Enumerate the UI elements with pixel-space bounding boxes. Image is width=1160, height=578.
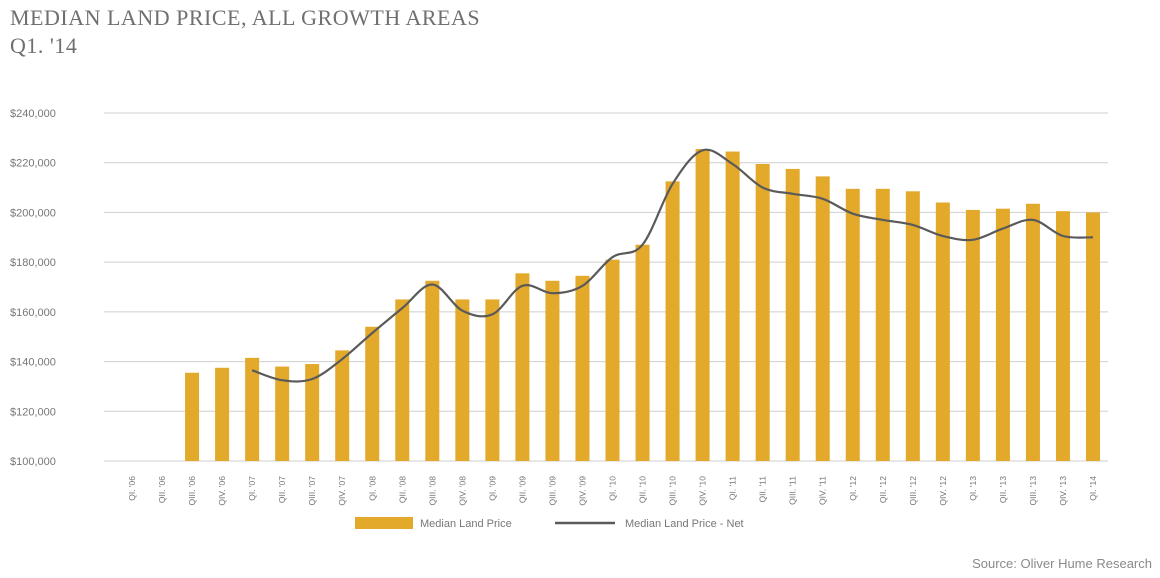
legend-swatch-bar xyxy=(355,517,413,529)
bar xyxy=(305,364,320,461)
x-tick-label: QI. '06 xyxy=(127,476,137,501)
x-tick-label: QIII. '08 xyxy=(427,476,437,506)
x-tick-label: QII. '10 xyxy=(638,476,648,503)
bar xyxy=(605,259,620,461)
bar xyxy=(545,280,560,461)
chart-subtitle: Q1. '14 xyxy=(10,33,78,58)
x-tick-label: QIII. '12 xyxy=(908,476,918,506)
bar xyxy=(515,273,530,461)
x-tick-label: QI. '14 xyxy=(1088,476,1098,501)
bar xyxy=(785,168,800,461)
bar xyxy=(395,299,410,461)
x-tick-label: QIII. '07 xyxy=(307,476,317,506)
bar xyxy=(935,202,950,461)
bar xyxy=(335,350,350,461)
x-tick-label: QII. '06 xyxy=(157,476,167,503)
x-tick-label: QI. '07 xyxy=(247,476,257,501)
y-tick-label: $160,000 xyxy=(10,307,56,319)
bar xyxy=(755,163,770,461)
bar xyxy=(995,208,1010,461)
legend-label-line: Median Land Price - Net xyxy=(625,518,744,530)
y-tick-label: $220,000 xyxy=(10,158,56,170)
bar xyxy=(815,176,830,461)
x-tick-label: QI. '09 xyxy=(487,476,497,501)
y-tick-label: $240,000 xyxy=(10,108,56,120)
x-tick-label: QI. '10 xyxy=(608,476,618,501)
bar xyxy=(845,188,860,462)
bar xyxy=(875,188,890,462)
bar xyxy=(185,372,200,461)
bar xyxy=(665,181,680,461)
bar xyxy=(365,326,380,461)
y-tick-label: $120,000 xyxy=(10,406,56,418)
x-tick-label: QIV. '10 xyxy=(698,476,708,506)
bar xyxy=(695,149,710,462)
bar xyxy=(215,367,230,461)
x-tick-label: QIV. '08 xyxy=(457,476,467,506)
y-tick-label: $140,000 xyxy=(10,357,56,369)
chart-title-block: MEDIAN LAND PRICE, ALL GROWTH AREAS Q1. … xyxy=(10,4,480,60)
x-tick-label: QI. '12 xyxy=(848,476,858,501)
series-line-net xyxy=(251,148,1094,383)
bar xyxy=(905,191,920,462)
x-tick-label: QIII. '13 xyxy=(1028,476,1038,506)
x-tick-label: QII. '12 xyxy=(878,476,888,503)
bar xyxy=(1055,211,1070,461)
bar xyxy=(425,280,440,461)
y-tick-label: $180,000 xyxy=(10,257,56,269)
x-tick-label: QIV. '07 xyxy=(337,476,347,506)
bar xyxy=(725,151,740,461)
bar xyxy=(965,209,980,461)
chart-title: MEDIAN LAND PRICE, ALL GROWTH AREAS xyxy=(10,5,481,30)
bar xyxy=(245,357,260,461)
x-tick-label: QIII. '10 xyxy=(668,476,678,506)
legend-label-bar: Median Land Price xyxy=(420,518,512,530)
bar xyxy=(275,366,290,461)
x-tick-label: QIV. '09 xyxy=(577,476,587,506)
x-tick-label: QII. '13 xyxy=(998,476,1008,503)
bar xyxy=(575,275,590,461)
bar xyxy=(485,299,500,461)
x-tick-label: QII. '07 xyxy=(277,476,287,503)
bar xyxy=(455,299,470,461)
x-tick-label: QIII. '09 xyxy=(547,476,557,506)
y-tick-label: $200,000 xyxy=(10,207,56,219)
bar xyxy=(635,244,650,461)
x-tick-label: QIV. '11 xyxy=(818,476,828,505)
x-tick-label: QIII. '11 xyxy=(788,476,798,505)
x-tick-label: QI. '11 xyxy=(728,476,738,500)
x-tick-label: QIV. '13 xyxy=(1058,476,1068,506)
x-tick-label: QIII. '06 xyxy=(187,476,197,506)
x-tick-label: QII. '11 xyxy=(758,476,768,503)
y-tick-label: $100,000 xyxy=(10,456,56,468)
x-tick-label: QI. '08 xyxy=(367,476,377,501)
x-tick-label: QIV. '06 xyxy=(217,476,227,506)
x-tick-label: QIV. '12 xyxy=(938,476,948,506)
x-tick-label: QI. '13 xyxy=(968,476,978,501)
x-tick-label: QII. '09 xyxy=(517,476,527,503)
x-tick-label: QII. '08 xyxy=(397,476,407,503)
source-note: Source: Oliver Hume Research xyxy=(972,556,1152,571)
bar xyxy=(1086,212,1100,461)
bar xyxy=(1025,203,1040,461)
